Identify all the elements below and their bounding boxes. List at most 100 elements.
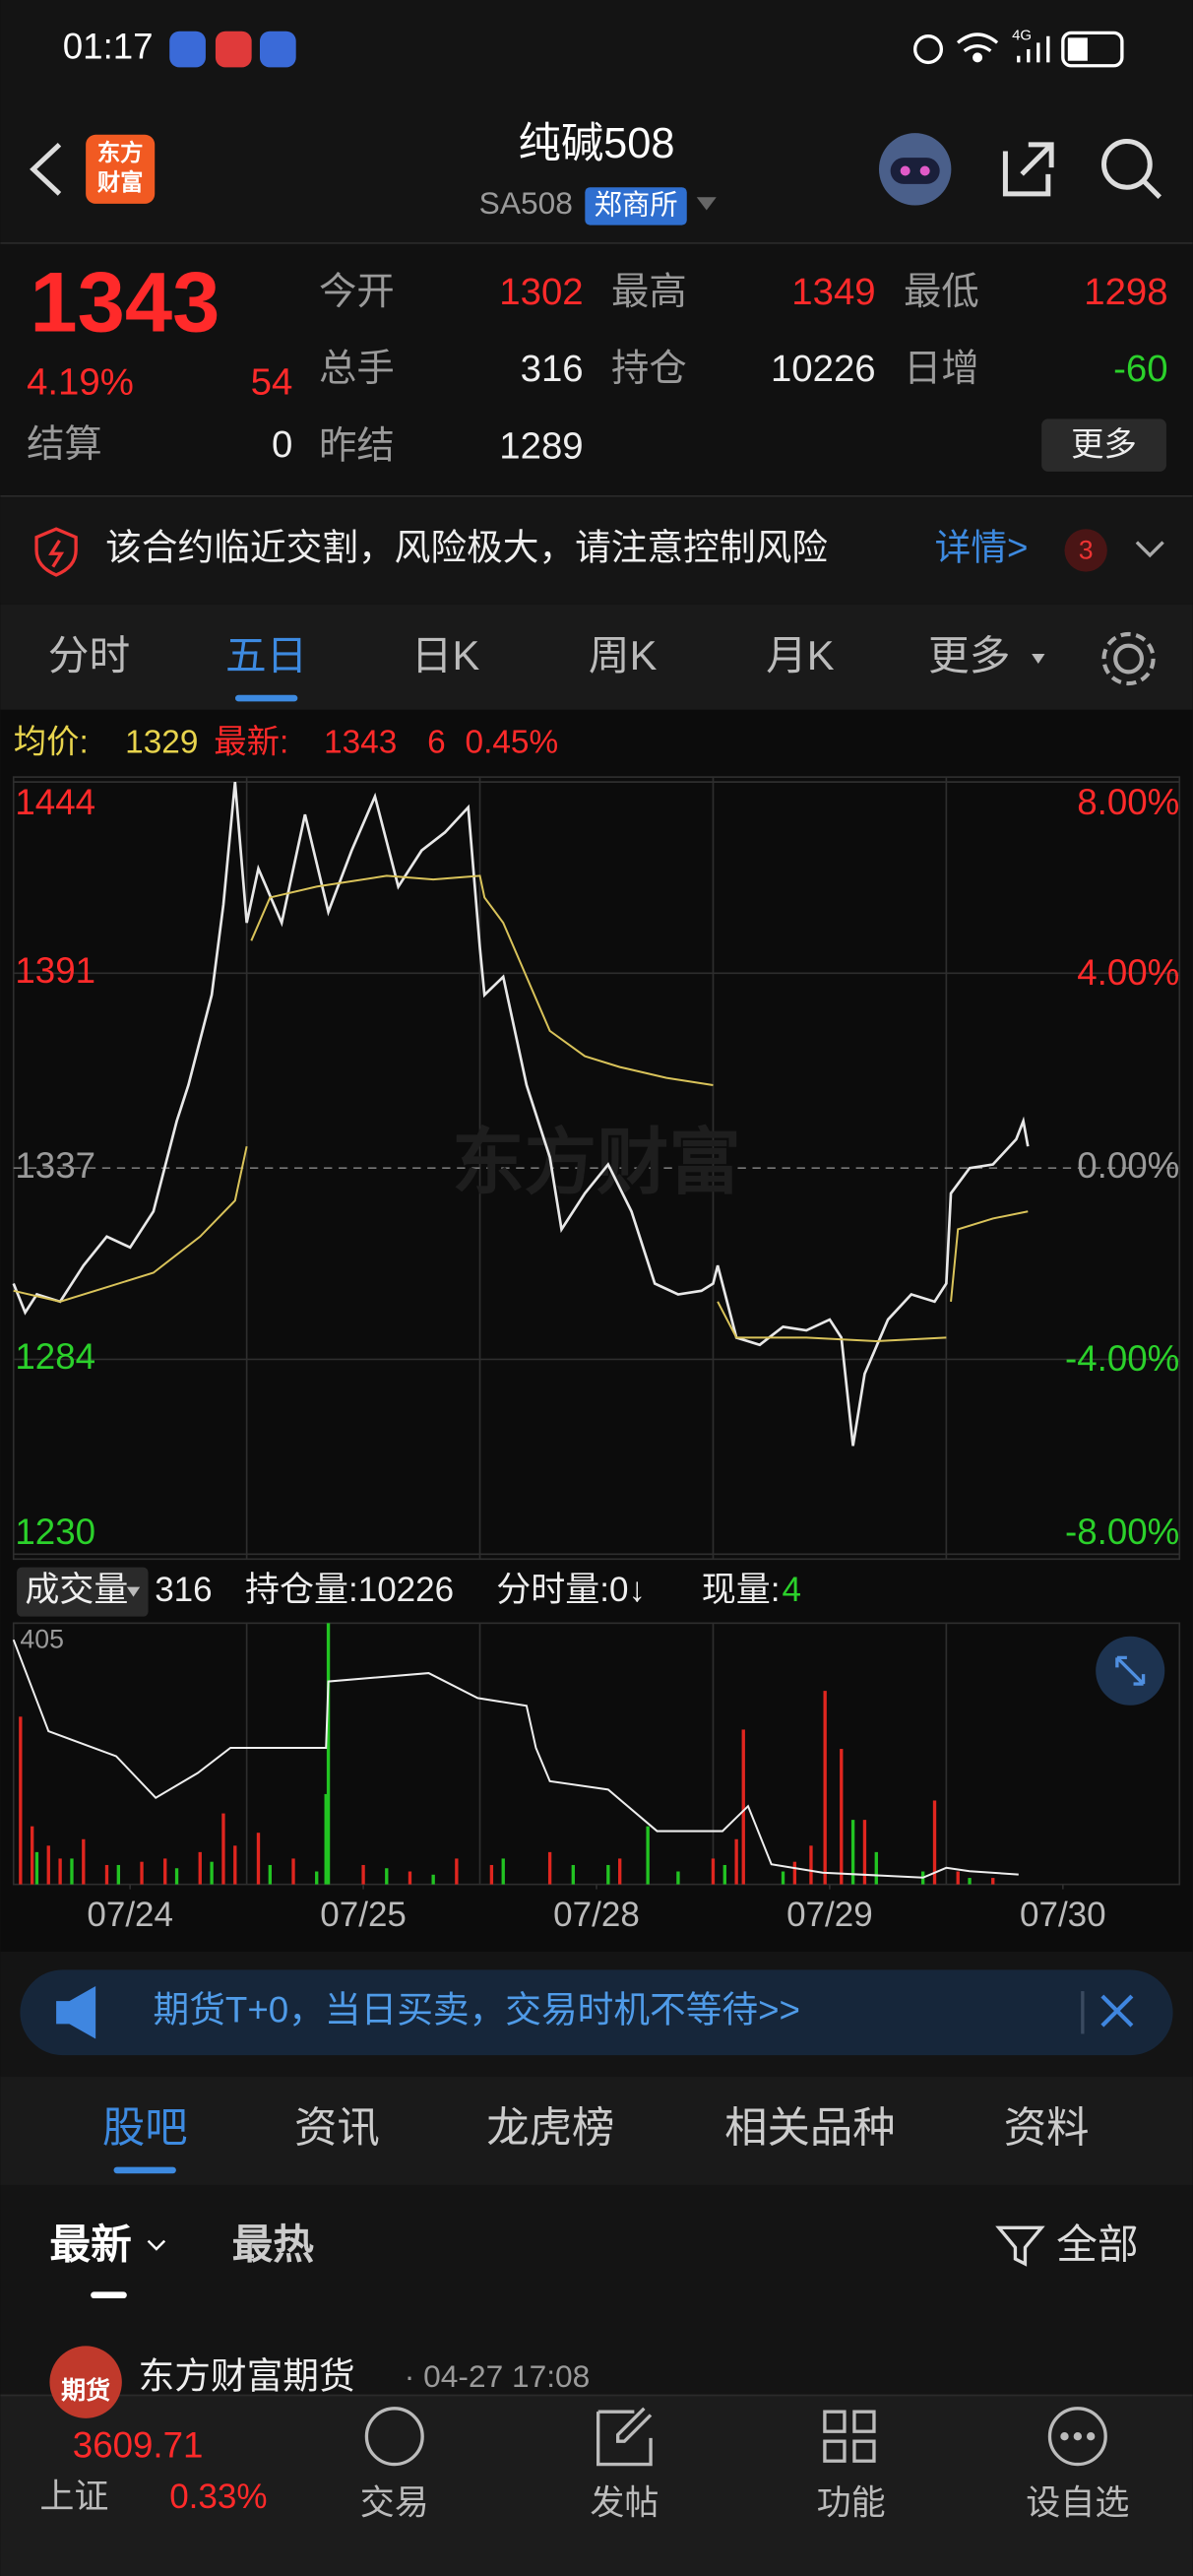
dropdown-arrow[interactable] [147,2239,166,2251]
volume-bar [431,1874,435,1885]
content-tab[interactable]: 资料 [1004,2104,1090,2152]
field-value: -60 [1113,348,1167,390]
y-tick-label: 1284 [15,1336,95,1377]
volume-bar [874,1851,878,1885]
quote-panel [0,242,1193,496]
x-tick-label: 07/30 [1020,1896,1106,1934]
volume-bar [862,1820,867,1885]
open-interest-line [12,1639,1019,1879]
dropdown-arrow[interactable] [126,1586,141,1597]
latest-change-pct: 0.45% [466,725,559,761]
exchange-badge [585,187,687,225]
volume-bar [455,1858,459,1885]
chart-tab[interactable]: 日K [411,632,480,678]
settings-button[interactable] [1101,631,1156,686]
contract-code: SA508 [479,185,573,221]
volume-bar [991,1878,995,1885]
price-line [13,874,1029,1343]
content-tab[interactable]: 资讯 [294,2104,380,2152]
content-tab[interactable]: 龙虎榜 [486,2104,614,2152]
expand-chart-button[interactable] [1096,1636,1165,1706]
sort-option[interactable]: 最新 [49,2221,131,2267]
volume-bar [618,1858,622,1885]
chart-tab[interactable]: 周K [589,632,658,678]
banner-text[interactable]: 期货T+0，当日买卖，交易时机不等待>> [154,1989,800,2029]
volume-bar [781,1871,785,1885]
avg-value: 1329 [125,725,198,761]
more-button-label[interactable]: 更多 [1071,427,1137,464]
volume-bar [956,1871,960,1885]
scope-filter[interactable]: 全部 [1056,2221,1138,2267]
promo-banner[interactable] [20,1969,1173,2056]
logo-text: 财富 [97,168,144,195]
sort-option[interactable]: 最热 [232,2221,315,2267]
back-button[interactable] [30,142,62,196]
avatar-text: 期货 [61,2376,110,2405]
nav-icons [364,2407,1107,2467]
avg-label: 均价: [14,725,89,761]
dropdown-arrow[interactable] [1032,654,1045,665]
exchange-dropdown[interactable] [696,197,717,211]
field-label: 昨结 [319,425,395,468]
volume-bar [840,1749,844,1885]
volume-value: 316 [155,1571,212,1609]
nav-item[interactable]: 设自选 [1026,2484,1129,2523]
volume-bar [82,1838,86,1885]
close-banner[interactable] [1100,1994,1134,2028]
alert-count: 3 [1079,536,1094,565]
volume-bar [174,1868,179,1885]
volume-selector[interactable] [17,1567,149,1617]
volume-bar [31,1826,34,1885]
volume-bar [489,1864,494,1885]
y-tick-label: 1444 [15,782,95,822]
latest-change: 6 [427,725,446,761]
chart-tab[interactable]: 月K [766,632,835,678]
avatar [49,2346,122,2418]
content-tab[interactable]: 相关品种 [724,2104,895,2152]
volume-bar [221,1813,225,1885]
alert-link[interactable]: 详情> [935,528,1029,568]
y2-tick-label: 0.00% [1077,1145,1179,1186]
volume-label[interactable]: 成交量 [25,1571,128,1609]
index-value: 3609.71 [73,2425,204,2466]
field-value: 1298 [1084,271,1167,313]
chart-tab[interactable]: 五日 [225,632,307,678]
status-time: 01:17 [63,27,154,67]
alert-bar[interactable] [0,497,1193,604]
sort-underline [91,2291,127,2299]
volume-bar [104,1864,109,1885]
nav-item[interactable]: 交易 [360,2484,429,2523]
post-author[interactable]: 东方财富期货 [139,2355,355,2396]
latest-label: 最新: [214,725,288,761]
volume-bar [646,1826,650,1885]
filter-icon[interactable] [995,2225,1045,2267]
x-tick-label: 07/28 [553,1896,640,1934]
content-tab[interactable]: 股吧 [102,2104,188,2152]
chart-tab[interactable]: 分时 [48,632,130,678]
nav-item[interactable]: 发帖 [590,2484,659,2523]
more-button[interactable] [1041,419,1166,472]
chart-tab[interactable]: 更多 [928,632,1010,678]
field-label: 日增 [904,348,979,390]
current-value: 4 [783,1571,801,1609]
volume-bar [968,1878,972,1885]
expand-alert[interactable] [1135,541,1164,558]
logo [86,134,156,204]
volume-bar [741,1729,745,1885]
logo-text: 东方 [97,139,144,165]
sub-tab-bar [0,2076,1193,2185]
assistant-icon[interactable] [878,133,952,206]
volume-bar [932,1800,937,1885]
search-button[interactable] [1101,138,1162,199]
chart-panel [0,709,1193,1953]
last-price: 1343 [30,255,220,351]
volume-bar [198,1851,202,1885]
alert-badge [1064,529,1107,572]
risk-icon [34,527,78,577]
share-button[interactable] [1002,142,1054,197]
volume-bar [547,1851,552,1885]
nav-item[interactable]: 功能 [817,2484,886,2523]
volume-bar [140,1861,144,1885]
price-line [12,782,1030,1447]
network-label: 4G [1012,28,1032,44]
